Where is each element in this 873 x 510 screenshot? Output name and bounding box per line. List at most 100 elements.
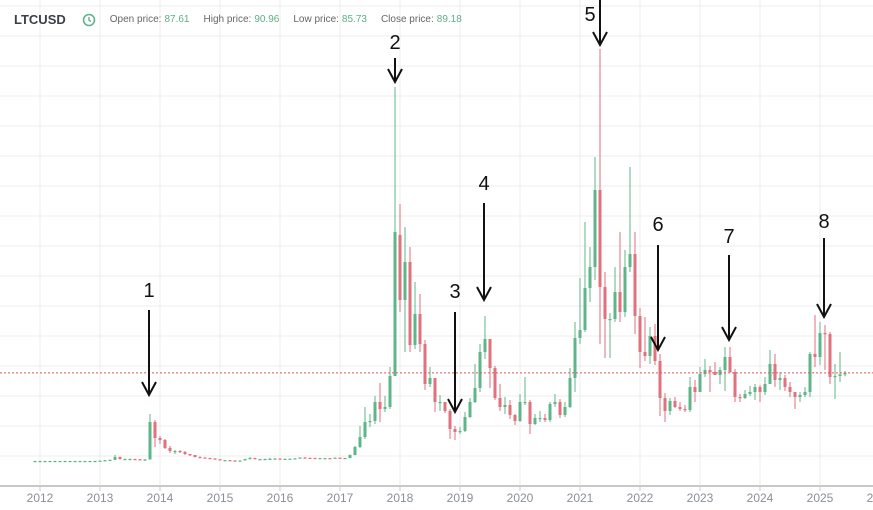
candle-body <box>738 397 742 399</box>
symbol-label: LTCUSD <box>14 12 66 27</box>
x-tick-label: 2013 <box>87 491 114 505</box>
candle-body <box>638 316 642 352</box>
candle-body <box>618 292 622 312</box>
candle-body <box>103 460 107 462</box>
candle-body <box>328 458 332 460</box>
candle-body <box>748 392 752 394</box>
candle <box>113 455 117 460</box>
candle <box>728 347 732 373</box>
candle-body <box>218 459 222 461</box>
candle <box>773 354 777 387</box>
candle-body <box>573 338 577 378</box>
candle-body <box>238 460 242 462</box>
candle <box>458 427 462 434</box>
candle <box>693 380 697 402</box>
candle <box>558 399 562 418</box>
candle <box>333 457 337 459</box>
candle <box>103 460 107 462</box>
candle <box>68 460 72 463</box>
candle <box>438 395 442 411</box>
annotation-label-8: 8 <box>818 211 830 233</box>
candle-body <box>393 232 397 376</box>
candle <box>38 460 42 463</box>
x-axis-ticks: 2012 2013 2014 2015 2016 2017 2018 2019 2020 2021… <box>27 486 873 505</box>
annotation-arrow <box>476 203 492 303</box>
candle-body <box>783 378 787 387</box>
candle-body <box>68 461 72 463</box>
candle-body <box>133 459 137 461</box>
candle-body <box>183 452 187 454</box>
candle <box>338 457 342 459</box>
candle-body <box>413 314 417 345</box>
candle <box>453 426 457 440</box>
candle-body <box>708 370 712 372</box>
x-tick-label: 2023 <box>687 491 714 505</box>
candle <box>93 460 97 463</box>
candle <box>718 367 722 384</box>
candle-body <box>558 402 562 415</box>
candle-body <box>173 451 177 453</box>
candle-body <box>143 459 147 461</box>
candle <box>418 294 422 352</box>
candle-body <box>48 461 52 463</box>
candle-body <box>473 388 477 402</box>
candle-body <box>63 461 67 463</box>
candle-body <box>588 267 592 288</box>
candle-body <box>528 402 532 424</box>
annotation-label-7: 7 <box>723 226 735 248</box>
candle-body <box>753 387 757 392</box>
x-tick-label: 2022 <box>627 491 654 505</box>
candle-body <box>438 402 442 404</box>
candle <box>753 384 757 400</box>
candle-body <box>258 459 262 461</box>
annotation-label-2: 2 <box>389 32 401 54</box>
candle <box>268 457 272 460</box>
candle <box>128 458 132 461</box>
candle <box>633 232 637 334</box>
candle-body <box>268 458 272 460</box>
candle-body <box>248 458 252 460</box>
x-tick-label: 2026 <box>867 491 873 505</box>
candle-body <box>148 422 152 460</box>
candle <box>358 426 362 448</box>
candle <box>168 446 172 453</box>
candle-body <box>213 458 217 460</box>
candle <box>273 458 277 460</box>
candle-body <box>468 402 472 417</box>
candle-body <box>613 292 617 319</box>
candle <box>843 371 847 377</box>
candle <box>223 460 227 462</box>
candle <box>808 352 812 397</box>
candle-body <box>203 457 207 459</box>
candle <box>833 364 837 399</box>
clock-icon[interactable] <box>82 13 96 27</box>
candle-body <box>88 461 92 463</box>
candle-body <box>798 395 802 397</box>
candle-body <box>38 461 42 463</box>
candle-body <box>333 457 337 459</box>
candle-body <box>98 460 102 462</box>
candle-body <box>378 402 382 409</box>
candle-body <box>383 407 387 409</box>
candle <box>818 322 822 365</box>
candle <box>588 247 592 302</box>
candle-body <box>683 409 687 411</box>
x-tick-label: 2015 <box>207 491 234 505</box>
candle <box>713 362 717 375</box>
candle <box>218 459 222 461</box>
candle <box>568 368 572 408</box>
candle-body <box>58 461 62 463</box>
candle <box>183 451 187 455</box>
candle-body <box>633 254 637 316</box>
candle-body <box>678 407 682 409</box>
candle <box>398 204 402 312</box>
candle-body <box>703 370 707 374</box>
candle-body <box>733 372 737 397</box>
candle-body <box>168 448 172 451</box>
candle-body <box>303 457 307 459</box>
candle-body <box>623 267 627 312</box>
candle <box>448 409 452 439</box>
candle-body <box>648 336 652 356</box>
candle-body <box>818 333 822 357</box>
